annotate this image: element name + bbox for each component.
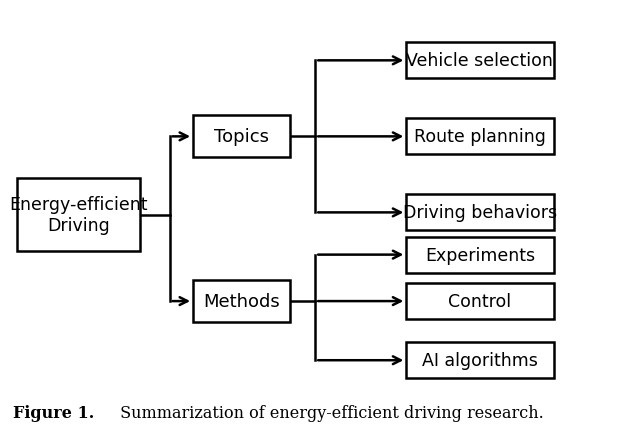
Text: Methods: Methods [204,292,280,310]
FancyBboxPatch shape [406,43,554,79]
Text: Energy-efficient
Driving: Energy-efficient Driving [9,196,148,234]
Text: AI algorithms: AI algorithms [422,351,538,369]
Text: Control: Control [449,292,511,310]
FancyBboxPatch shape [17,178,140,252]
Text: Summarization of energy-efficient driving research.: Summarization of energy-efficient drivin… [115,405,544,421]
Text: Figure 1.: Figure 1. [13,405,94,421]
FancyBboxPatch shape [406,237,554,273]
Text: Topics: Topics [214,128,269,146]
Text: Experiments: Experiments [425,246,535,264]
FancyBboxPatch shape [406,283,554,319]
Text: Route planning: Route planning [414,128,546,146]
FancyBboxPatch shape [406,119,554,155]
FancyBboxPatch shape [406,342,554,378]
FancyBboxPatch shape [193,280,290,322]
FancyBboxPatch shape [193,116,290,158]
FancyBboxPatch shape [406,195,554,231]
Text: Driving behaviors: Driving behaviors [403,204,557,222]
Text: Vehicle selection: Vehicle selection [406,52,554,70]
